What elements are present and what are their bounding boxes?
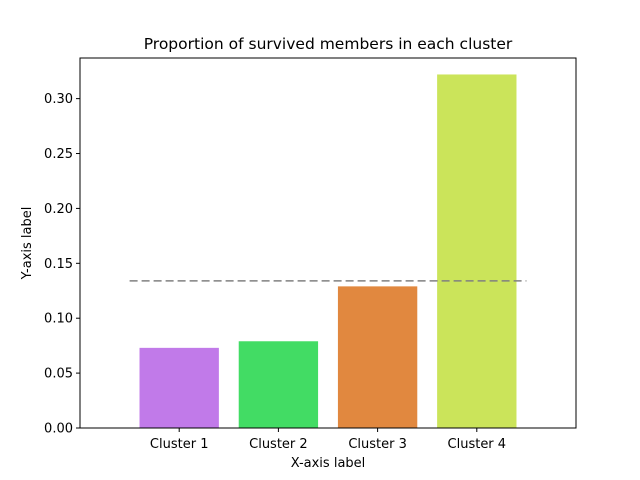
y-axis-ticks: 0.00 0.05 0.10 0.15 0.20 0.25 0.30 <box>44 92 80 437</box>
x-axis-label: X-axis label <box>291 456 366 471</box>
y-tick-label: 0.20 <box>44 202 73 217</box>
y-tick-label: 0.15 <box>44 257 73 272</box>
x-tick-label: Cluster 3 <box>348 437 407 452</box>
plot-frame <box>79 57 577 429</box>
x-tick-label: Cluster 4 <box>448 437 507 452</box>
y-tick-label: 0.10 <box>44 312 73 327</box>
y-tick-label: 0.00 <box>44 422 73 437</box>
y-tick-label: 0.30 <box>44 92 73 107</box>
x-axis-ticks: Cluster 1 Cluster 2 Cluster 3 Cluster 4 <box>150 428 506 452</box>
chart-title: Proportion of survived members in each c… <box>144 35 513 53</box>
bar-4 <box>437 74 517 428</box>
bar-3 <box>337 286 418 428</box>
y-tick-label: 0.05 <box>44 367 73 382</box>
bar-2 <box>238 341 319 428</box>
y-tick-label: 0.25 <box>44 147 73 162</box>
bars-group <box>139 74 517 428</box>
bar-1 <box>139 347 219 428</box>
y-axis-label: Y-axis label <box>20 207 35 281</box>
x-tick-label: Cluster 1 <box>150 437 209 452</box>
x-tick-label: Cluster 2 <box>249 437 308 452</box>
